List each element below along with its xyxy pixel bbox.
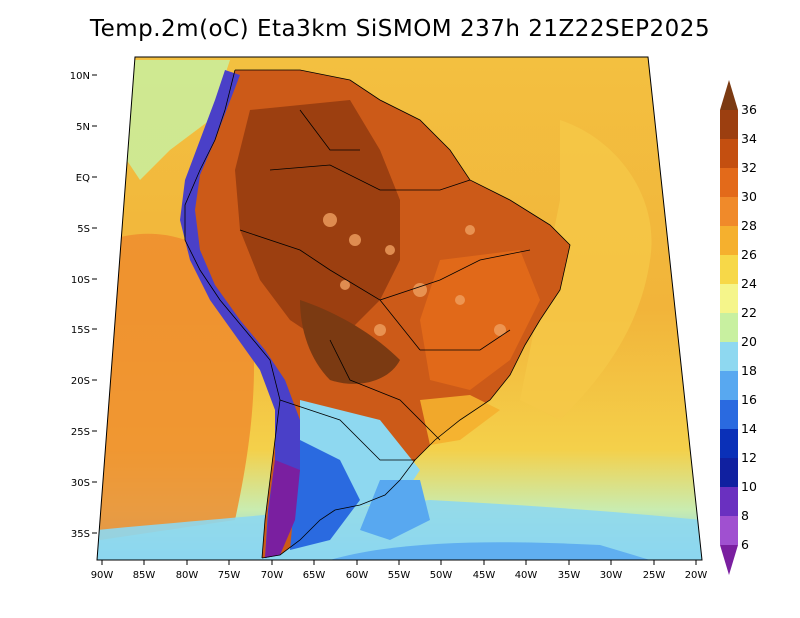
- colorbar-segment: [720, 371, 738, 400]
- lon-label: 50W: [430, 570, 453, 581]
- axis-ticks: [92, 74, 697, 565]
- colorbar: 36 34 32 30 28 26 24 22 20 18 16 14 12 10 8 6: [720, 80, 757, 575]
- colorbar-segment: [720, 429, 738, 458]
- colorbar-segment: [720, 255, 738, 284]
- colorbar-label: 18: [741, 363, 757, 378]
- colorbar-arrow-bottom: [720, 545, 738, 575]
- colorbar-label: 36: [741, 102, 757, 117]
- lat-label: 5S: [77, 224, 90, 235]
- lon-label: 80W: [176, 570, 199, 581]
- lon-label: 30W: [600, 570, 623, 581]
- colorbar-arrow-top: [720, 80, 738, 110]
- map-frame: [96, 56, 703, 561]
- longitude-labels: 90W 85W 80W 75W 70W 65W 60W 55W 50W 45W …: [91, 570, 708, 581]
- lon-label: 85W: [133, 570, 156, 581]
- colorbar-label: 24: [741, 276, 757, 291]
- lat-label: 15S: [71, 325, 90, 336]
- colorbar-segment: [720, 313, 738, 342]
- lat-label: 35S: [71, 529, 90, 540]
- colorbar-label: 10: [741, 479, 757, 494]
- colorbar-label: 16: [741, 392, 757, 407]
- amazon-hot-region: [235, 100, 400, 340]
- lon-label: 40W: [515, 570, 538, 581]
- colorbar-label: 28: [741, 218, 757, 233]
- convective-spots: [323, 213, 506, 336]
- chaco-hottest-region: [300, 300, 400, 384]
- colorbar-label: 20: [741, 334, 757, 349]
- colorbar-segment: [720, 400, 738, 429]
- colorbar-label: 12: [741, 450, 757, 465]
- colorbar-segment: [720, 487, 738, 516]
- lon-label: 45W: [473, 570, 496, 581]
- lon-label: 20W: [685, 570, 708, 581]
- lon-label: 60W: [346, 570, 369, 581]
- colorbar-segment: [720, 168, 738, 197]
- lon-label: 35W: [558, 570, 581, 581]
- lat-label: 30S: [71, 478, 90, 489]
- lat-label: 25S: [71, 427, 90, 438]
- north-pacific-cool: [120, 60, 230, 180]
- colorbar-segment: [720, 342, 738, 371]
- lon-label: 70W: [261, 570, 284, 581]
- map-title: Temp.2m(oC) Eta3km SiSMOM 237h 21Z22SEP2…: [89, 16, 711, 42]
- colorbar-label: 6: [741, 537, 749, 552]
- country-borders: [184, 69, 571, 559]
- patagonia-coldest: [265, 460, 300, 558]
- lon-label: 90W: [91, 570, 114, 581]
- pacific-warm-region: [100, 233, 255, 540]
- map-plot-area: [97, 57, 702, 560]
- lon-label: 65W: [303, 570, 326, 581]
- lat-label: 20S: [71, 376, 90, 387]
- lon-label: 55W: [388, 570, 411, 581]
- colorbar-segment: [720, 284, 738, 313]
- colorbar-segment: [720, 516, 738, 545]
- lat-label: 10N: [70, 71, 90, 82]
- lat-label: EQ: [76, 173, 90, 184]
- colorbar-label: 26: [741, 247, 757, 262]
- colorbar-segment: [720, 110, 738, 139]
- colorbar-label: 30: [741, 189, 757, 204]
- lat-label: 5N: [76, 122, 90, 133]
- colorbar-segment: [720, 226, 738, 255]
- colorbar-label: 14: [741, 421, 757, 436]
- atlantic-warm-region: [520, 120, 652, 420]
- colorbar-label: 34: [741, 131, 757, 146]
- colorbar-label: 32: [741, 160, 757, 175]
- lon-label: 75W: [218, 570, 241, 581]
- colorbar-label: 8: [741, 508, 749, 523]
- colorbar-segment: [720, 139, 738, 168]
- lat-label: 10S: [71, 275, 90, 286]
- latitude-labels: 10N 5N EQ 5S 10S 15S 20S 25S 30S 35S: [70, 71, 90, 540]
- colorbar-segment: [720, 458, 738, 487]
- colorbar-label: 22: [741, 305, 757, 320]
- lon-label: 25W: [643, 570, 666, 581]
- colorbar-segment: [720, 197, 738, 226]
